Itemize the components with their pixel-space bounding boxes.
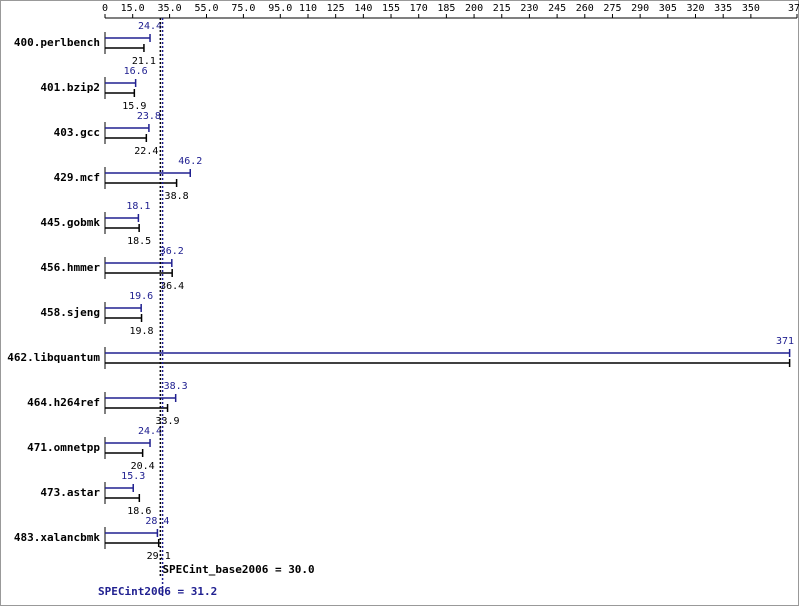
value-label: 46.2 — [178, 156, 202, 167]
bar — [105, 484, 134, 492]
value-label: 18.1 — [126, 201, 150, 212]
bar — [105, 539, 160, 547]
x-tick-label: 55.0 — [194, 3, 218, 14]
x-tick-label: 110 — [299, 3, 317, 14]
value-label: 19.6 — [129, 291, 153, 302]
x-tick-label: 290 — [631, 3, 649, 14]
bar — [105, 134, 148, 142]
bar — [105, 529, 159, 537]
value-label: 15.9 — [122, 101, 146, 112]
x-tick-label: 15.0 — [121, 3, 145, 14]
value-label: 15.3 — [121, 471, 145, 482]
bar — [105, 214, 140, 222]
bar — [105, 89, 136, 97]
value-label: 371 — [776, 336, 794, 347]
category-label: 471.omnetpp — [27, 441, 100, 454]
x-tick-label: 375 — [788, 3, 799, 14]
x-tick-label: 125 — [327, 3, 345, 14]
value-label: 36.4 — [160, 281, 184, 292]
x-tick-label: 140 — [354, 3, 372, 14]
x-tick-label: 305 — [659, 3, 677, 14]
bar — [105, 124, 150, 132]
bar — [105, 349, 791, 357]
bar — [105, 169, 192, 177]
value-label: 24.4 — [138, 21, 162, 32]
category-label: 403.gcc — [54, 126, 100, 139]
x-tick-label: 170 — [410, 3, 428, 14]
x-tick-label: 320 — [686, 3, 704, 14]
category-label: 483.xalancbmk — [14, 531, 100, 544]
value-label: 18.5 — [127, 236, 151, 247]
bar — [105, 224, 140, 232]
category-label: 445.gobmk — [40, 216, 100, 229]
x-tick-label: 230 — [520, 3, 538, 14]
bar — [105, 304, 142, 312]
bar — [105, 359, 791, 367]
value-label: 20.4 — [131, 461, 155, 472]
bar — [105, 394, 177, 402]
x-tick-label: 95.0 — [268, 3, 292, 14]
x-tick-label: 0 — [102, 3, 108, 14]
category-label: 458.sjeng — [40, 306, 100, 319]
bar — [105, 179, 178, 187]
value-label: 29.1 — [147, 551, 171, 562]
value-label: 28.4 — [145, 516, 169, 527]
bar — [105, 439, 151, 447]
category-label: 456.hmmer — [40, 261, 100, 274]
x-tick-label: 75.0 — [231, 3, 255, 14]
bar — [105, 449, 144, 457]
value-label: 33.9 — [156, 416, 180, 427]
category-label: 473.astar — [40, 486, 100, 499]
mean-label: SPECint_base2006 = 30.0 — [162, 563, 314, 576]
category-label: 401.bzip2 — [40, 81, 100, 94]
x-tick-label: 245 — [548, 3, 566, 14]
bar — [105, 34, 151, 42]
value-label: 21.1 — [132, 56, 156, 67]
bar — [105, 44, 145, 52]
x-tick-label: 335 — [714, 3, 732, 14]
bar — [105, 494, 141, 502]
value-label: 23.8 — [137, 111, 161, 122]
bar — [105, 404, 169, 412]
value-label: 38.8 — [165, 191, 189, 202]
x-tick-label: 260 — [576, 3, 594, 14]
x-tick-label: 200 — [465, 3, 483, 14]
bar — [105, 314, 143, 322]
bar — [105, 79, 137, 87]
x-tick-label: 350 — [742, 3, 760, 14]
category-label: 429.mcf — [54, 171, 100, 184]
mean-label: SPECint2006 = 31.2 — [98, 585, 217, 598]
value-label: 19.8 — [129, 326, 153, 337]
x-tick-label: 215 — [493, 3, 511, 14]
category-label: 462.libquantum — [7, 351, 100, 364]
bar — [105, 269, 173, 277]
category-label: 464.h264ref — [27, 396, 100, 409]
x-tick-label: 35.0 — [158, 3, 182, 14]
value-label: 18.6 — [127, 506, 151, 517]
value-label: 38.3 — [164, 381, 188, 392]
value-label: 24.4 — [138, 426, 162, 437]
x-tick-label: 185 — [437, 3, 455, 14]
x-tick-label: 155 — [382, 3, 400, 14]
value-label: 22.4 — [134, 146, 158, 157]
value-label: 36.2 — [160, 246, 184, 257]
category-label: 400.perlbench — [14, 36, 100, 49]
x-tick-label: 275 — [603, 3, 621, 14]
value-label: 16.6 — [124, 66, 148, 77]
